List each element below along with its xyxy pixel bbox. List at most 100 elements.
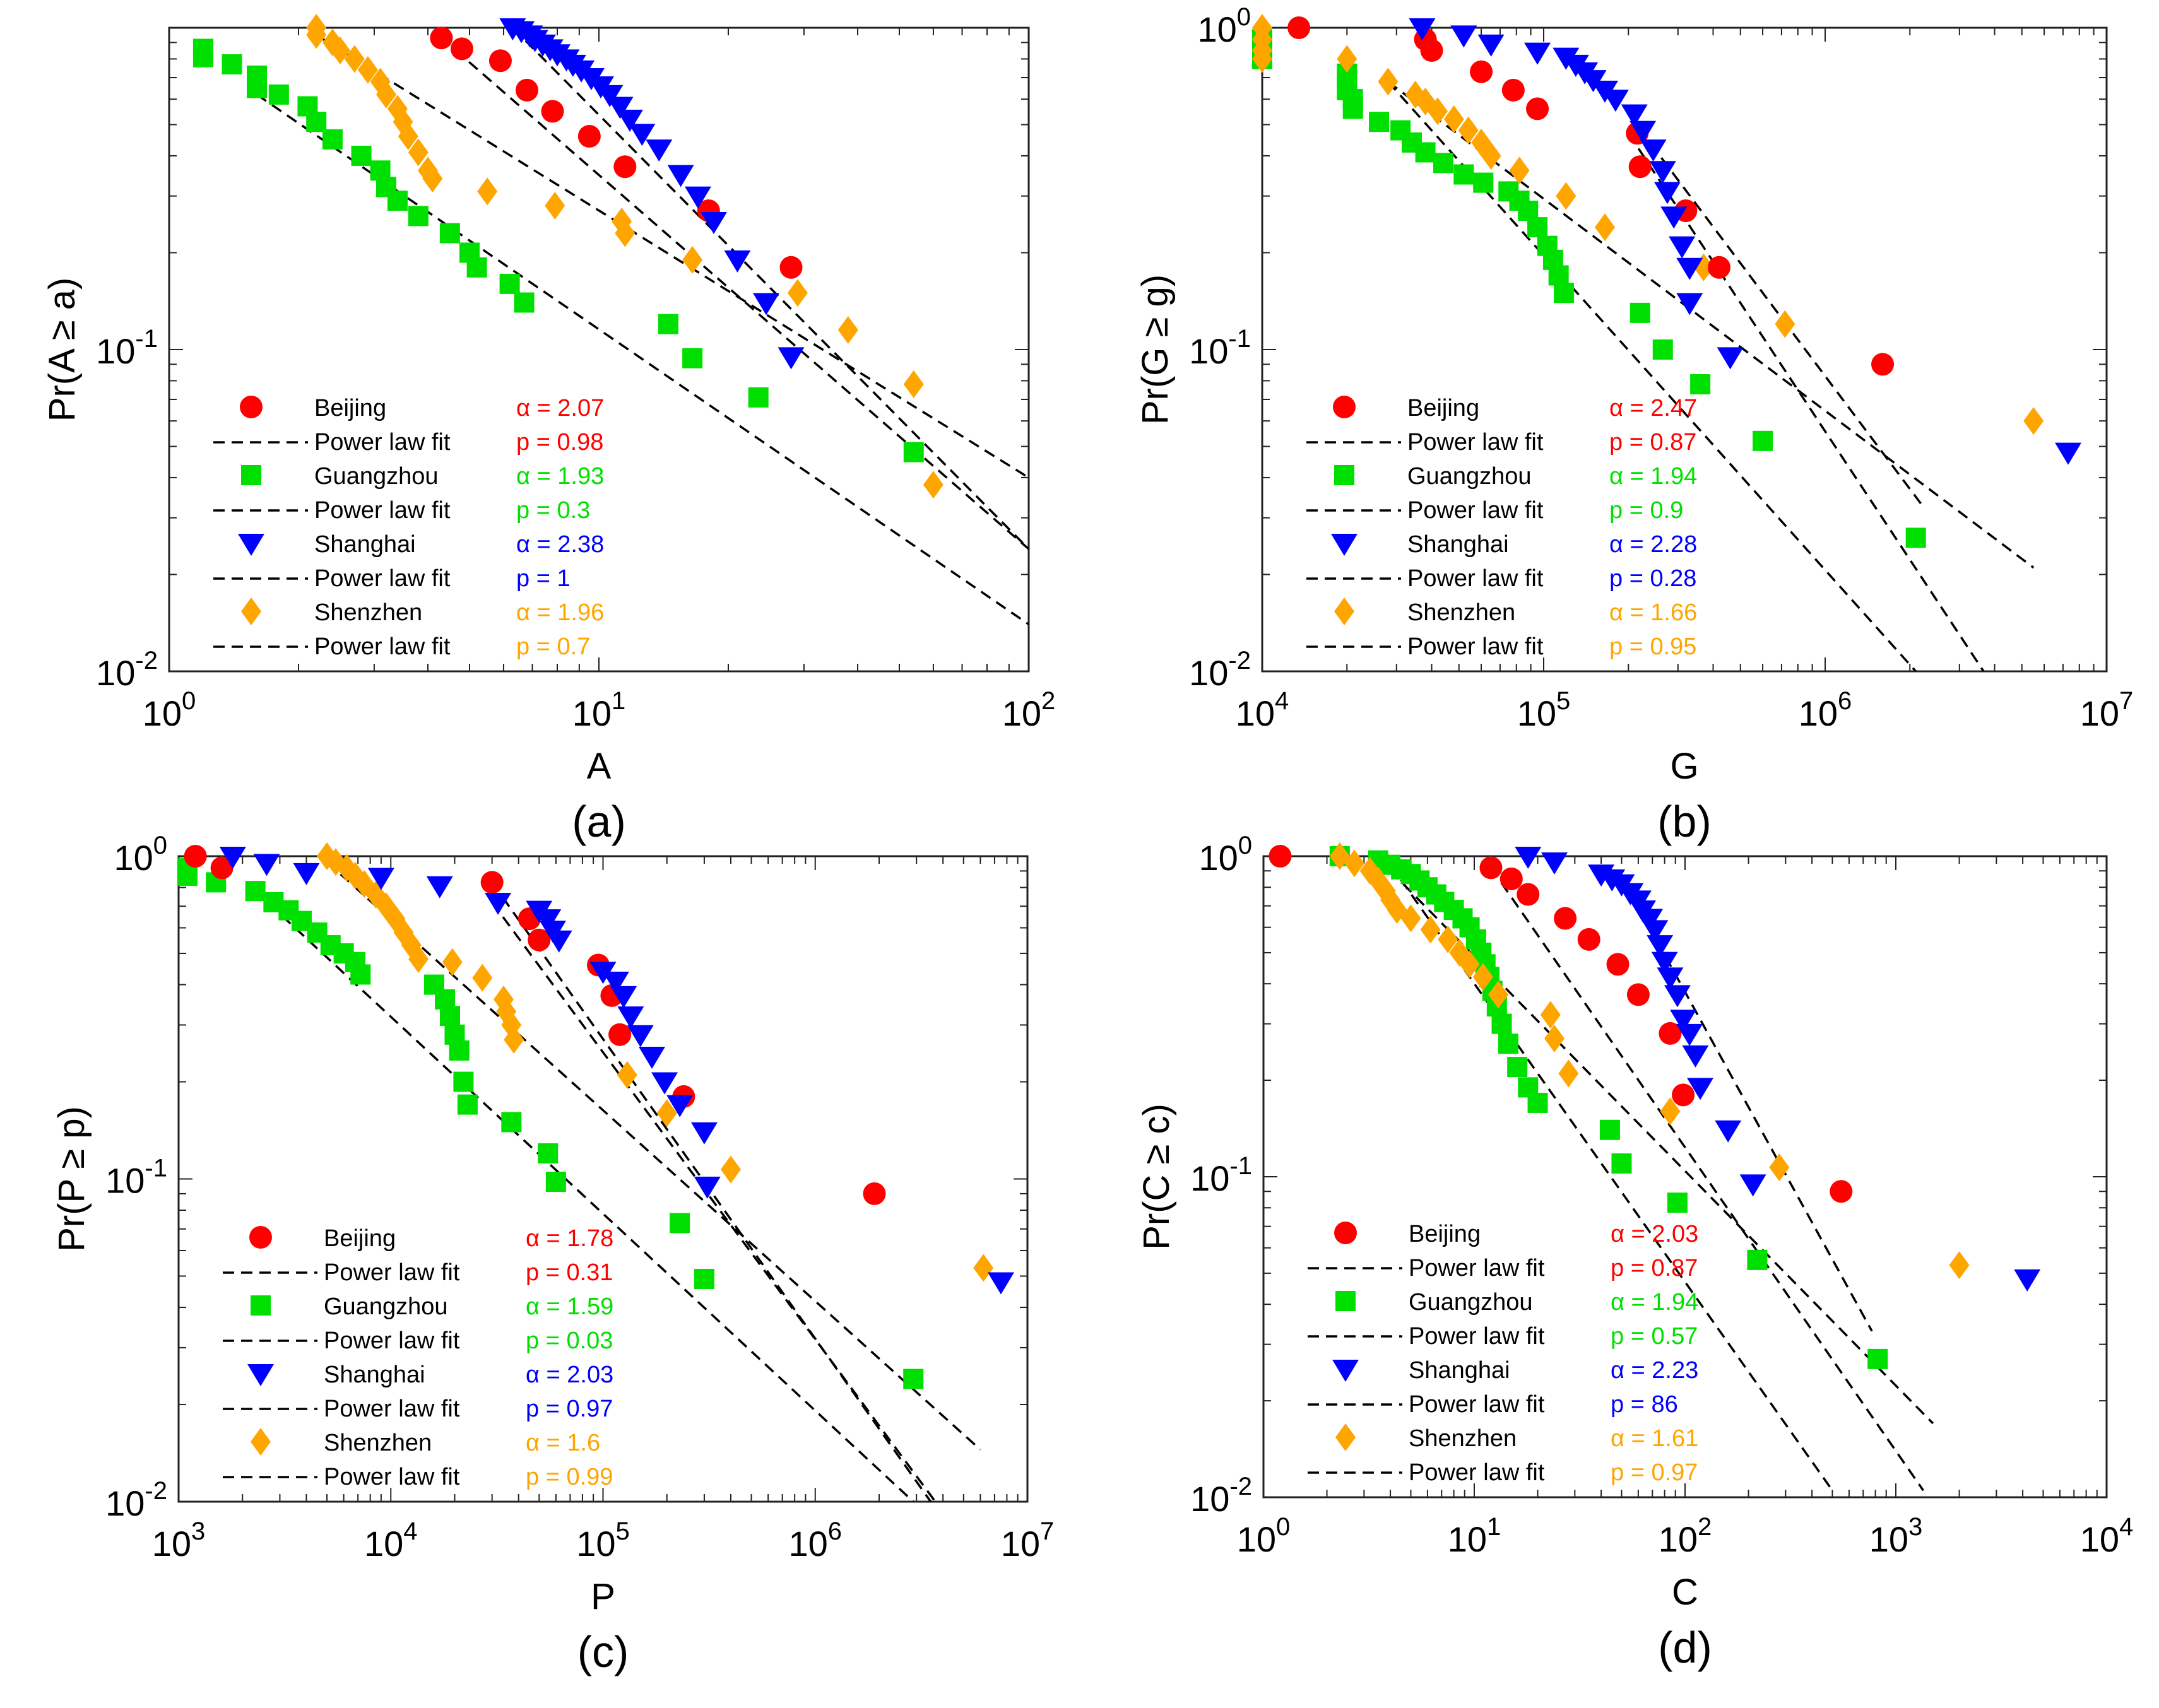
y-tick-label: 100: [1197, 3, 1251, 49]
legend-marker-shenzhen: [1335, 1423, 1356, 1451]
legend: Beijing Power law fit α = 2.07 p = 0.98 Guan…: [213, 395, 604, 660]
data-point-shanghai: [1676, 1023, 1703, 1046]
data-point-beijing: [541, 100, 564, 123]
data-point-shanghai: [589, 962, 617, 984]
y-tick-label-exponent: -1: [1228, 325, 1251, 353]
p-value-annotation-guangzhou: p = 0.57: [1611, 1323, 1698, 1350]
legend-marker-guangzhou: [1334, 465, 1354, 485]
data-point-shanghai: [2055, 442, 2082, 465]
y-tick-label: 10-1: [1190, 1152, 1252, 1198]
data-point-shanghai: [1676, 293, 1703, 315]
data-point-guangzhou: [192, 47, 213, 68]
data-point-shenzhen: [1337, 45, 1358, 73]
legend-label-shanghai: Shanghai: [1409, 1357, 1510, 1384]
data-point-shanghai: [694, 1176, 721, 1199]
x-tick-label-exponent: 1: [612, 687, 625, 715]
y-tick-label-base: 10: [105, 1161, 145, 1201]
legend-label-power-law-fit: Power law fit: [1407, 429, 1544, 456]
data-point-shenzhen: [615, 219, 636, 247]
data-point-shanghai: [610, 986, 637, 1008]
y-tick-label: 10-2: [96, 647, 158, 693]
x-tick-label: 107: [1001, 1517, 1055, 1564]
data-point-beijing: [608, 1023, 632, 1046]
y-tick-label: 100: [114, 832, 167, 878]
power-law-fit-line: [254, 890, 914, 1502]
data-point-guangzhou: [1690, 374, 1711, 395]
legend-label-shanghai: Shanghai: [324, 1362, 425, 1388]
data-point-shenzhen: [422, 164, 443, 192]
data-point-shenzhen: [1458, 116, 1479, 144]
data-point-shenzhen: [1378, 68, 1399, 96]
data-point-guangzhou: [1433, 153, 1453, 174]
data-point-guangzhou: [449, 1040, 470, 1061]
data-point-shenzhen: [1344, 849, 1365, 878]
y-tick-label-base: 10: [114, 838, 153, 878]
data-point-guangzhou: [670, 1213, 690, 1234]
data-point-shanghai: [646, 139, 673, 162]
series-guangzhou: [192, 38, 924, 462]
x-tick-label-base: 10: [1869, 1519, 1908, 1559]
x-tick-label: 101: [572, 687, 626, 733]
data-point-beijing: [1628, 155, 1652, 179]
data-point-shanghai: [1670, 1010, 1697, 1032]
y-tick-label-base: 10: [1190, 1158, 1229, 1198]
x-tick-label: 106: [1799, 687, 1852, 733]
series-beijing: [1287, 16, 1895, 376]
y-tick-label-base: 10: [1189, 653, 1228, 693]
data-point-guangzhou: [1453, 164, 1474, 185]
data-point-guangzhou: [439, 223, 460, 244]
data-point-shanghai: [666, 1095, 694, 1117]
data-point-guangzhou: [1415, 142, 1436, 163]
y-tick-label-exponent: -1: [145, 1155, 167, 1182]
data-point-guangzhou: [1507, 1057, 1528, 1078]
data-point-shanghai: [700, 212, 727, 235]
data-point-shanghai: [602, 972, 629, 994]
data-point-shenzhen: [1509, 156, 1530, 185]
data-point-guangzhou: [514, 292, 535, 313]
axis-ticks: [1263, 856, 2107, 1498]
x-tick-label: 104: [364, 1517, 418, 1564]
p-value-annotation-shanghai: p = 0.97: [526, 1396, 613, 1422]
legend-label-beijing: Beijing: [1409, 1221, 1481, 1247]
legend-marker-shanghai: [247, 1364, 274, 1386]
legend-marker-shenzhen: [251, 1428, 271, 1456]
data-point-guangzhou: [1527, 217, 1548, 238]
data-point-beijing: [210, 856, 234, 880]
data-point-shenzhen: [442, 948, 463, 976]
data-point-shenzhen: [1472, 963, 1493, 991]
data-point-guangzhou: [499, 273, 520, 294]
x-tick-label-exponent: 3: [191, 1517, 205, 1545]
data-point-shenzhen: [787, 279, 808, 307]
data-point-guangzhou: [682, 348, 703, 368]
data-point-shanghai: [1657, 967, 1684, 990]
x-tick-label: 104: [1236, 687, 1289, 733]
x-tick-label-base: 10: [364, 1524, 403, 1564]
data-point-shanghai: [1649, 161, 1676, 184]
data-point-beijing: [613, 155, 637, 179]
data-point-beijing: [1626, 983, 1650, 1006]
data-point-shenzhen: [1252, 45, 1272, 73]
series-shanghai: [1515, 847, 2041, 1292]
x-tick-label-base: 10: [2080, 1519, 2119, 1559]
data-point-guangzhou: [177, 865, 198, 886]
legend-label-beijing: Beijing: [1407, 395, 1479, 421]
legend-label-power-law-fit: Power law fit: [324, 1464, 460, 1490]
x-tick-label-base: 10: [1236, 693, 1275, 733]
x-tick-label-base: 10: [1002, 693, 1041, 733]
power-law-fit-line: [1490, 867, 1924, 1492]
data-point-guangzhou: [222, 54, 242, 74]
legend-label-shenzhen: Shenzhen: [1409, 1425, 1517, 1452]
data-point-guangzhou: [1491, 1013, 1512, 1034]
data-point-shenzhen: [1459, 950, 1480, 979]
data-point-guangzhou: [545, 1171, 566, 1192]
data-point-beijing: [1871, 353, 1895, 376]
series-shenzhen: [1252, 14, 2044, 435]
y-tick-label-exponent: 0: [1237, 3, 1251, 31]
data-point-shanghai: [545, 930, 572, 953]
data-point-shanghai: [426, 876, 453, 898]
legend-label-power-law-fit: Power law fit: [324, 1396, 460, 1422]
p-value-annotation-guangzhou: p = 0.03: [526, 1328, 613, 1354]
power-law-fit-line: [441, 37, 1029, 550]
